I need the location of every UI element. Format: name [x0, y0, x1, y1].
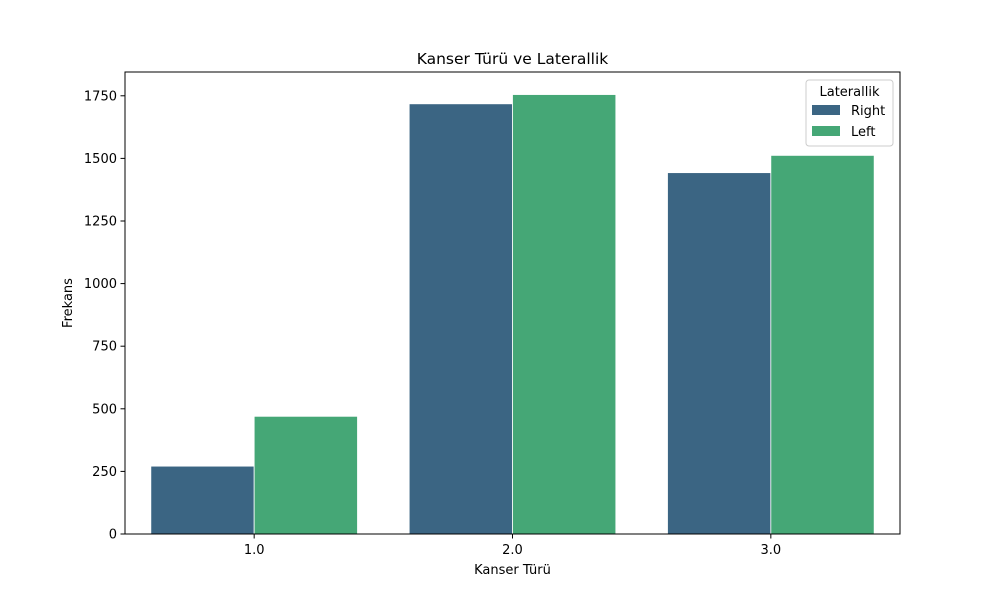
bar-right-3.0 — [667, 172, 772, 535]
legend-label-right: Right — [851, 104, 885, 119]
y-tick-label: 750 — [92, 340, 117, 355]
legend-label-left: Left — [851, 125, 875, 140]
y-tick-label: 1500 — [84, 152, 117, 167]
legend-swatch-left — [812, 126, 840, 136]
bar-right-1.0 — [150, 465, 255, 535]
y-tick-label: 1250 — [84, 214, 117, 229]
plot-area: 0 250 500 750 1000 1250 1500 1750 1.0 2.0 3.0 — [84, 89, 875, 558]
x-tick-label: 1.0 — [244, 543, 265, 558]
y-tick-label: 0 — [109, 528, 117, 543]
x-tick-label: 3.0 — [760, 543, 781, 558]
y-tick-label: 250 — [92, 465, 117, 480]
y-tick-label: 500 — [92, 402, 117, 417]
chart-title: Kanser Türü ve Laterallik — [417, 50, 609, 68]
x-tick-label: 2.0 — [502, 543, 523, 558]
bar-left-1.0 — [253, 415, 358, 535]
y-tick-label: 1750 — [84, 89, 117, 104]
bar-left-3.0 — [770, 154, 875, 535]
bar-left-2.0 — [512, 94, 617, 535]
legend: Laterallik Right Left — [805, 79, 894, 147]
x-axis-label: Kanser Türü — [474, 563, 551, 578]
y-tick-label: 1000 — [84, 277, 117, 292]
bar-right-2.0 — [408, 103, 513, 535]
legend-swatch-right — [812, 105, 840, 115]
legend-title: Laterallik — [820, 85, 880, 100]
axes-frame — [124, 71, 901, 535]
y-axis-label: Frekans — [61, 278, 76, 328]
